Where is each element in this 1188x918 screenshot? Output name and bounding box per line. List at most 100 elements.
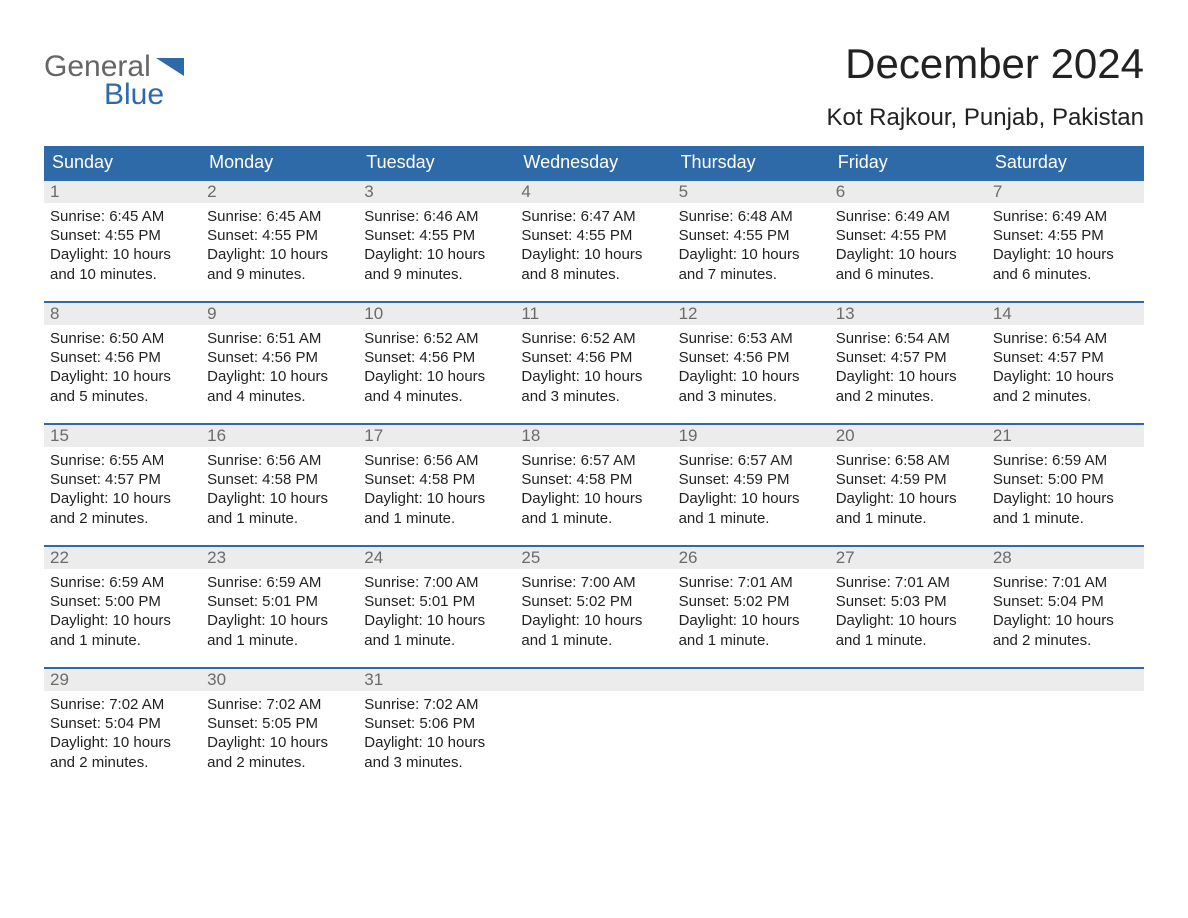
day-number: 15 (44, 425, 201, 447)
daylight-text: Daylight: 10 hours (364, 367, 507, 386)
daylight-text: Daylight: 10 hours (50, 245, 193, 264)
general-blue-logo-icon: General Blue (44, 48, 204, 116)
daylight-text: and 7 minutes. (679, 265, 822, 284)
day-cell: Sunrise: 6:48 AMSunset: 4:55 PMDaylight:… (673, 203, 830, 301)
daylight-text: and 2 minutes. (50, 753, 193, 772)
content-row: Sunrise: 6:50 AMSunset: 4:56 PMDaylight:… (44, 325, 1144, 423)
daylight-text: and 1 minute. (207, 631, 350, 650)
sunrise-text: Sunrise: 6:56 AM (364, 451, 507, 470)
day-number: 18 (515, 425, 672, 447)
weekday-header: Saturday (987, 146, 1144, 179)
day-number: 27 (830, 547, 987, 569)
day-number: 22 (44, 547, 201, 569)
sunrise-text: Sunrise: 6:53 AM (679, 329, 822, 348)
sunrise-text: Sunrise: 6:57 AM (679, 451, 822, 470)
day-cell: Sunrise: 6:56 AMSunset: 4:58 PMDaylight:… (358, 447, 515, 545)
daylight-text: and 3 minutes. (521, 387, 664, 406)
weekday-header: Friday (830, 146, 987, 179)
daylight-text: Daylight: 10 hours (993, 245, 1136, 264)
day-number: 8 (44, 303, 201, 325)
daynum-row: 22232425262728 (44, 547, 1144, 569)
day-number: 16 (201, 425, 358, 447)
day-number: 24 (358, 547, 515, 569)
day-number: 12 (673, 303, 830, 325)
day-cell: Sunrise: 7:02 AMSunset: 5:04 PMDaylight:… (44, 691, 201, 789)
daylight-text: and 3 minutes. (364, 753, 507, 772)
day-cell: Sunrise: 6:45 AMSunset: 4:55 PMDaylight:… (201, 203, 358, 301)
sunrise-text: Sunrise: 6:49 AM (993, 207, 1136, 226)
sunrise-text: Sunrise: 7:02 AM (50, 695, 193, 714)
content-row: Sunrise: 6:45 AMSunset: 4:55 PMDaylight:… (44, 203, 1144, 301)
sunrise-text: Sunrise: 7:00 AM (521, 573, 664, 592)
sunset-text: Sunset: 4:55 PM (993, 226, 1136, 245)
daylight-text: and 1 minute. (364, 509, 507, 528)
day-number: 9 (201, 303, 358, 325)
day-number: 7 (987, 181, 1144, 203)
location-text: Kot Rajkour, Punjab, Pakistan (826, 104, 1144, 132)
daylight-text: and 9 minutes. (364, 265, 507, 284)
day-cell (830, 691, 987, 789)
daylight-text: Daylight: 10 hours (207, 611, 350, 630)
sunset-text: Sunset: 5:02 PM (679, 592, 822, 611)
day-number (515, 669, 672, 691)
sunset-text: Sunset: 4:58 PM (521, 470, 664, 489)
sunset-text: Sunset: 4:58 PM (207, 470, 350, 489)
day-cell: Sunrise: 6:55 AMSunset: 4:57 PMDaylight:… (44, 447, 201, 545)
sunset-text: Sunset: 4:55 PM (521, 226, 664, 245)
daylight-text: Daylight: 10 hours (50, 489, 193, 508)
daylight-text: Daylight: 10 hours (207, 245, 350, 264)
day-cell: Sunrise: 6:46 AMSunset: 4:55 PMDaylight:… (358, 203, 515, 301)
daylight-text: and 1 minute. (207, 509, 350, 528)
weekday-header: Thursday (673, 146, 830, 179)
daylight-text: Daylight: 10 hours (364, 733, 507, 752)
daylight-text: Daylight: 10 hours (50, 367, 193, 386)
day-cell (673, 691, 830, 789)
day-cell: Sunrise: 7:02 AMSunset: 5:06 PMDaylight:… (358, 691, 515, 789)
page: General Blue December 2024 Kot Rajkour, … (0, 0, 1188, 849)
sunrise-text: Sunrise: 6:45 AM (50, 207, 193, 226)
daylight-text: and 6 minutes. (993, 265, 1136, 284)
daylight-text: and 1 minute. (836, 509, 979, 528)
day-number: 28 (987, 547, 1144, 569)
daynum-row: 1234567 (44, 181, 1144, 203)
daylight-text: and 2 minutes. (50, 509, 193, 528)
logo: General Blue (44, 48, 204, 121)
page-title: December 2024 (826, 42, 1144, 86)
sunset-text: Sunset: 5:01 PM (364, 592, 507, 611)
sunrise-text: Sunrise: 7:01 AM (836, 573, 979, 592)
daylight-text: and 8 minutes. (521, 265, 664, 284)
daynum-row: 293031 (44, 669, 1144, 691)
weekday-header: Wednesday (515, 146, 672, 179)
daylight-text: Daylight: 10 hours (364, 489, 507, 508)
daylight-text: and 1 minute. (521, 631, 664, 650)
sunset-text: Sunset: 5:03 PM (836, 592, 979, 611)
day-number: 23 (201, 547, 358, 569)
sunrise-text: Sunrise: 7:01 AM (679, 573, 822, 592)
sunrise-text: Sunrise: 6:52 AM (521, 329, 664, 348)
sunrise-text: Sunrise: 6:52 AM (364, 329, 507, 348)
daylight-text: and 1 minute. (364, 631, 507, 650)
daylight-text: Daylight: 10 hours (836, 611, 979, 630)
sunrise-text: Sunrise: 6:54 AM (836, 329, 979, 348)
day-number: 20 (830, 425, 987, 447)
logo-word-blue: Blue (104, 78, 164, 111)
sunset-text: Sunset: 5:04 PM (993, 592, 1136, 611)
sunset-text: Sunset: 4:59 PM (836, 470, 979, 489)
daylight-text: and 1 minute. (50, 631, 193, 650)
daylight-text: and 2 minutes. (836, 387, 979, 406)
day-cell: Sunrise: 7:02 AMSunset: 5:05 PMDaylight:… (201, 691, 358, 789)
day-cell: Sunrise: 6:57 AMSunset: 4:59 PMDaylight:… (673, 447, 830, 545)
calendar-week: 293031Sunrise: 7:02 AMSunset: 5:04 PMDay… (44, 667, 1144, 789)
day-cell: Sunrise: 6:53 AMSunset: 4:56 PMDaylight:… (673, 325, 830, 423)
daynum-row: 15161718192021 (44, 425, 1144, 447)
daylight-text: Daylight: 10 hours (679, 611, 822, 630)
day-cell (515, 691, 672, 789)
sunset-text: Sunset: 5:00 PM (50, 592, 193, 611)
calendar-week: 22232425262728Sunrise: 6:59 AMSunset: 5:… (44, 545, 1144, 667)
daylight-text: and 1 minute. (521, 509, 664, 528)
day-number: 21 (987, 425, 1144, 447)
sunset-text: Sunset: 5:05 PM (207, 714, 350, 733)
day-number: 1 (44, 181, 201, 203)
content-row: Sunrise: 7:02 AMSunset: 5:04 PMDaylight:… (44, 691, 1144, 789)
day-number: 10 (358, 303, 515, 325)
